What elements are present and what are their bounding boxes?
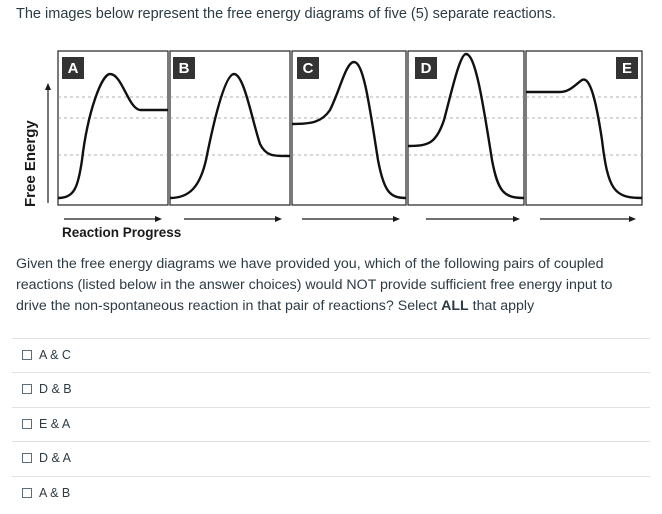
checkbox[interactable]: [22, 350, 32, 360]
free-energy-diagrams: Free Energy A B: [22, 50, 643, 240]
panel-label-b: B: [179, 60, 190, 77]
y-axis-arrowhead: [45, 83, 51, 90]
checkbox[interactable]: [22, 418, 32, 429]
choice-label: D & A: [39, 451, 71, 466]
free-energy-diagrams-figure: Free Energy A B: [0, 40, 662, 250]
question-text: Given the free energy diagrams we have p…: [16, 254, 646, 317]
panel-label-a: A: [68, 60, 79, 77]
x-axis-label: Reaction Progress: [62, 225, 181, 240]
question-text-after: that apply: [468, 298, 535, 314]
panel-label-e: E: [622, 60, 632, 77]
checkbox[interactable]: [22, 453, 32, 464]
question-text-before: Given the free energy diagrams we have p…: [16, 256, 613, 314]
choice-a-and-b[interactable]: A & B: [12, 475, 650, 510]
panel-a: A: [57, 50, 169, 206]
panel-d: D: [407, 50, 525, 206]
choice-a-and-c[interactable]: A & C: [12, 338, 650, 372]
choice-e-and-a[interactable]: E & A: [12, 406, 650, 441]
panel-e: E: [525, 50, 643, 206]
choice-label: E & A: [39, 416, 71, 431]
panel-label-c: C: [303, 60, 314, 77]
y-axis-label: Free Energy: [22, 120, 39, 207]
intro-text: The images below represent the free ener…: [16, 6, 556, 22]
question-emphasis: ALL: [441, 298, 469, 314]
choice-d-and-a[interactable]: D & A: [12, 441, 650, 475]
choice-label: A & C: [39, 348, 71, 362]
choice-d-and-b[interactable]: D & B: [12, 372, 650, 406]
choice-label: D & B: [39, 382, 72, 397]
panel-b: B: [169, 50, 291, 206]
x-axis-arrows: [64, 216, 636, 222]
checkbox[interactable]: [22, 384, 32, 395]
answer-choices: A & C D & B E & A D & A A & B: [12, 338, 650, 510]
panel-label-d: D: [421, 60, 432, 77]
panel-c: C: [291, 50, 407, 206]
checkbox[interactable]: [22, 487, 32, 498]
choice-label: A & B: [39, 485, 71, 500]
